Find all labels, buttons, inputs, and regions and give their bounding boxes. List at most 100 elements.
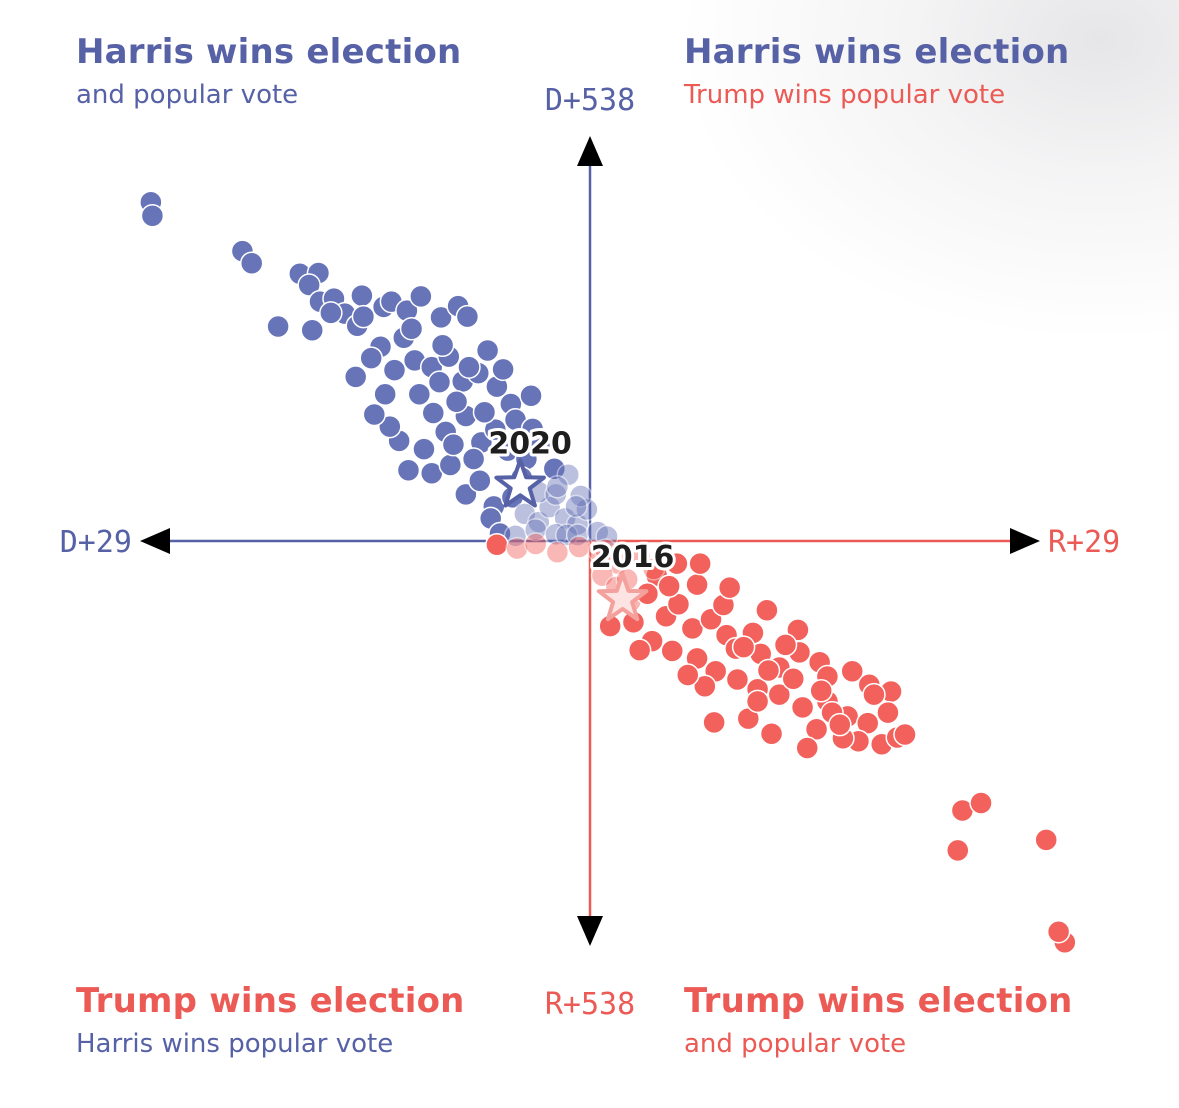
quadrant-label-bottom-left: Trump wins election Harris wins popular … xyxy=(76,981,465,1061)
harris-win-point xyxy=(455,304,480,329)
x-axis-left-label: D+29 xyxy=(60,525,132,560)
trump-win-point xyxy=(485,533,509,557)
harris-win-point xyxy=(266,314,290,339)
trump-win-point xyxy=(627,544,652,568)
arrow-down-icon xyxy=(577,916,603,946)
harris-win-point xyxy=(297,273,321,297)
quadrant-subline: Harris wins popular vote xyxy=(76,1029,394,1059)
harris-win-point xyxy=(444,389,469,414)
harris-win-point xyxy=(409,284,433,309)
x-axis-right-label: R+29 xyxy=(1048,525,1120,560)
trump-win-point xyxy=(693,674,717,699)
harris-win-point xyxy=(457,355,481,379)
harris-win-point xyxy=(362,402,387,427)
harris-win-point xyxy=(300,318,324,342)
harris-win-point xyxy=(542,456,567,481)
trump-win-point xyxy=(545,540,570,565)
harris-win-point xyxy=(565,512,590,537)
data-points xyxy=(139,190,1077,954)
trump-win-point xyxy=(840,659,864,683)
trump-win-point xyxy=(680,616,705,641)
trump-win-point xyxy=(587,539,612,564)
harris-win-point xyxy=(427,370,452,394)
trump-win-point xyxy=(627,638,652,662)
arrow-up-icon xyxy=(577,136,603,166)
trump-win-point xyxy=(804,717,829,741)
harris-win-point xyxy=(441,432,466,457)
trump-win-point xyxy=(660,639,684,663)
year-annotations: 2020 2016 xyxy=(485,423,677,622)
trump-win-point xyxy=(523,532,548,556)
harris-win-point xyxy=(239,251,264,275)
quadrant-subline: and popular vote xyxy=(684,1029,907,1059)
trump-win-point xyxy=(505,536,529,561)
harris-win-point xyxy=(520,417,545,441)
year-annotation-label: 2020 xyxy=(488,426,572,461)
trump-win-point xyxy=(755,598,779,623)
harris-win-point xyxy=(519,383,543,408)
trump-win-point xyxy=(590,563,615,588)
harris-win-point xyxy=(545,475,570,499)
trump-win-point xyxy=(781,667,806,691)
trump-win-point xyxy=(685,572,709,597)
harris-win-point xyxy=(396,458,421,482)
harris-win-point xyxy=(399,316,424,341)
harris-win-point xyxy=(343,365,368,389)
harris-win-point xyxy=(544,482,568,507)
trump-win-point xyxy=(688,551,712,576)
harris-win-point xyxy=(556,463,581,487)
trump-win-point xyxy=(969,791,993,815)
harris-win-point xyxy=(468,469,492,493)
trump-win-point xyxy=(828,712,852,737)
harris-win-point xyxy=(565,523,590,547)
harris-win-point xyxy=(429,305,453,330)
harris-win-point xyxy=(421,401,446,425)
harris-win-point xyxy=(523,517,548,542)
harris-win-point xyxy=(140,204,165,228)
y-axis-bottom-label: R+538 xyxy=(545,987,635,1022)
trump-win-point xyxy=(745,689,770,714)
harris-win-point xyxy=(461,447,486,471)
trump-win-point xyxy=(717,575,742,600)
harris-win-point xyxy=(350,283,374,308)
harris-win-point xyxy=(412,437,436,461)
harris-win-point xyxy=(503,523,528,548)
trump-win-point xyxy=(759,721,784,746)
harris-win-point xyxy=(491,357,515,382)
harris-win-point xyxy=(537,495,562,519)
trump-win-point xyxy=(767,682,792,707)
harris-win-point xyxy=(586,520,610,544)
quadrant-subline: Trump wins popular vote xyxy=(684,80,1006,110)
harris-win-point xyxy=(373,382,397,406)
harris-win-point xyxy=(378,414,402,439)
quadrant-headline: Trump wins election xyxy=(684,981,1073,1021)
quadrant-label-top-right: Harris wins election Trump wins popular … xyxy=(684,32,1069,112)
trump-win-point xyxy=(1034,828,1058,852)
harris-win-point xyxy=(407,382,432,406)
harris-win-point xyxy=(359,346,383,370)
trump-win-point xyxy=(893,722,917,747)
trump-win-point xyxy=(702,710,726,735)
trump-win-point xyxy=(773,633,798,657)
harris-win-point xyxy=(553,506,577,531)
harris-win-point xyxy=(568,484,593,508)
harris-win-point xyxy=(351,304,376,329)
harris-win-point xyxy=(554,523,579,547)
harris-win-point xyxy=(595,524,619,549)
quadrant-headline: Trump wins election xyxy=(76,981,465,1021)
trump-win-point xyxy=(795,736,819,760)
star-icon xyxy=(494,458,546,508)
quadrant-headline: Harris wins election xyxy=(76,32,462,72)
trump-win-point xyxy=(641,557,666,581)
harris-win-point xyxy=(382,358,407,382)
trump-win-point xyxy=(946,838,970,863)
harris-win-point xyxy=(575,497,599,522)
harris-win-point xyxy=(483,417,508,442)
quadrant-headline: Harris wins election xyxy=(684,32,1070,72)
harris-win-point xyxy=(544,522,568,546)
harris-win-point xyxy=(430,333,455,358)
star-icon xyxy=(596,572,649,622)
trump-win-point xyxy=(657,574,681,598)
trump-win-point xyxy=(593,538,618,562)
